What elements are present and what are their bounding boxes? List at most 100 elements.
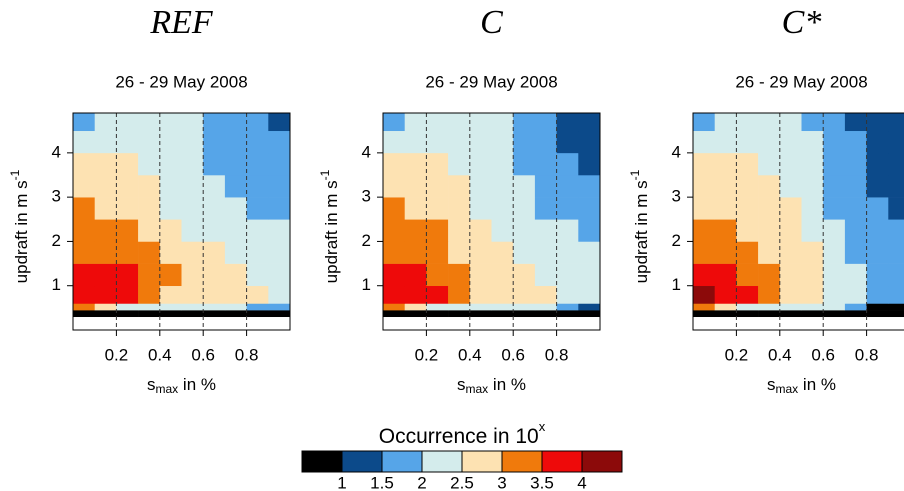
heat-cell [448,219,471,242]
heat-cell [203,197,226,220]
heat-cell [578,241,601,264]
heat-cell [779,285,802,304]
heat-cell [246,197,269,220]
heat-cell [866,113,889,132]
heat-cell [866,152,889,176]
x-tick-label: 0.2 [105,345,129,364]
heat-cell [246,310,269,318]
heat-cell [714,285,737,304]
heat-cell [714,113,737,132]
y-axis-label: updraft in m s-1 [8,169,31,283]
heat-cell [714,263,737,287]
heat-cell [801,303,824,311]
heat-cell [73,219,95,242]
heat-cell [426,303,449,311]
heat-cell [513,303,536,311]
panel-subtitle: 26 - 29 May 2008 [115,72,247,91]
heat-cell [866,241,889,264]
x-axis-label: smax in % [767,375,836,396]
heat-cell [556,113,579,132]
heat-cell [578,152,601,176]
heat-cell [888,219,904,242]
heat-cell [823,219,846,242]
heat-cell [448,130,471,154]
heat-cell [181,285,204,304]
heat-cell [116,197,139,220]
heat-cell [866,310,889,318]
heat-cell [203,303,226,311]
heat-cell [779,197,802,220]
heat-cell [844,310,867,318]
heat-cell [844,219,867,242]
heat-cell [844,130,867,154]
panel-title: C [480,4,503,41]
heat-cell [758,197,781,220]
heat-cell [138,219,161,242]
heat-cell [693,130,715,154]
heat-cell [73,310,95,318]
heat-cell [159,263,182,287]
heat-cell [448,175,471,198]
heat-cell [779,113,802,132]
heat-cell [736,285,759,304]
heat-cell [513,285,536,304]
plot-frame [72,112,291,331]
heat-cell [469,175,492,198]
heat-cell [383,285,405,304]
heat-cell [801,175,824,198]
heat-cell [268,219,291,242]
heat-cell [224,197,247,220]
heat-cell [116,241,139,264]
x-tick-label: 0.8 [545,345,569,364]
heat-cell [404,113,427,132]
heat-cell [181,219,204,242]
heat-cell [693,197,715,220]
heat-cell [138,197,161,220]
colorbar-swatch [421,450,463,473]
y-tick-label: 4 [52,142,61,161]
heat-cell [491,219,514,242]
heat-cell [159,152,182,176]
heat-cell [866,285,889,304]
heat-cell [224,219,247,242]
plot-frame [692,112,904,331]
colorbar-tick-label: 1 [337,473,346,491]
colorbar-swatch [301,450,343,473]
heat-cell [469,130,492,154]
heat-cell [823,175,846,198]
panel: C* 26 - 29 May 2008 0.2 0.4 0.6 0.8 1 2 3 4 smax i… [628,4,904,396]
panel-subtitle: 26 - 29 May 2008 [425,72,557,91]
heat-cell [556,197,579,220]
panel-title: C* [782,4,822,41]
heat-cell [714,310,737,318]
y-tick-label: 3 [52,187,61,206]
heat-cell [246,303,269,311]
heat-cell [138,130,161,154]
y-tick-label: 2 [52,231,61,250]
panel: REF 26 - 29 May 2008 0.2 0.4 0.6 0.8 1 2 3 4 smax … [8,4,291,396]
heat-cell [404,310,427,318]
heat-cell [246,263,269,287]
y-tick-label: 4 [362,142,371,161]
x-tick-label: 0.2 [415,345,439,364]
heat-cell [94,152,117,176]
heat-cell [888,113,904,132]
heat-cell [714,219,737,242]
heat-cell [758,263,781,287]
heat-cell [448,303,471,311]
heat-cell [578,303,601,311]
heat-cell [73,285,95,304]
heat-cell [94,310,117,318]
colorbar-swatch [541,450,583,473]
heat-cell [693,310,715,318]
heat-cell [823,285,846,304]
heat-cell [823,152,846,176]
heat-cell [138,263,161,287]
heat-cell [469,263,492,287]
heat-cell [513,197,536,220]
y-label-sup: -1 [318,169,332,180]
heat-cell [513,175,536,198]
heat-cell [426,113,449,132]
heat-cell [246,152,269,176]
heat-cell [138,303,161,311]
